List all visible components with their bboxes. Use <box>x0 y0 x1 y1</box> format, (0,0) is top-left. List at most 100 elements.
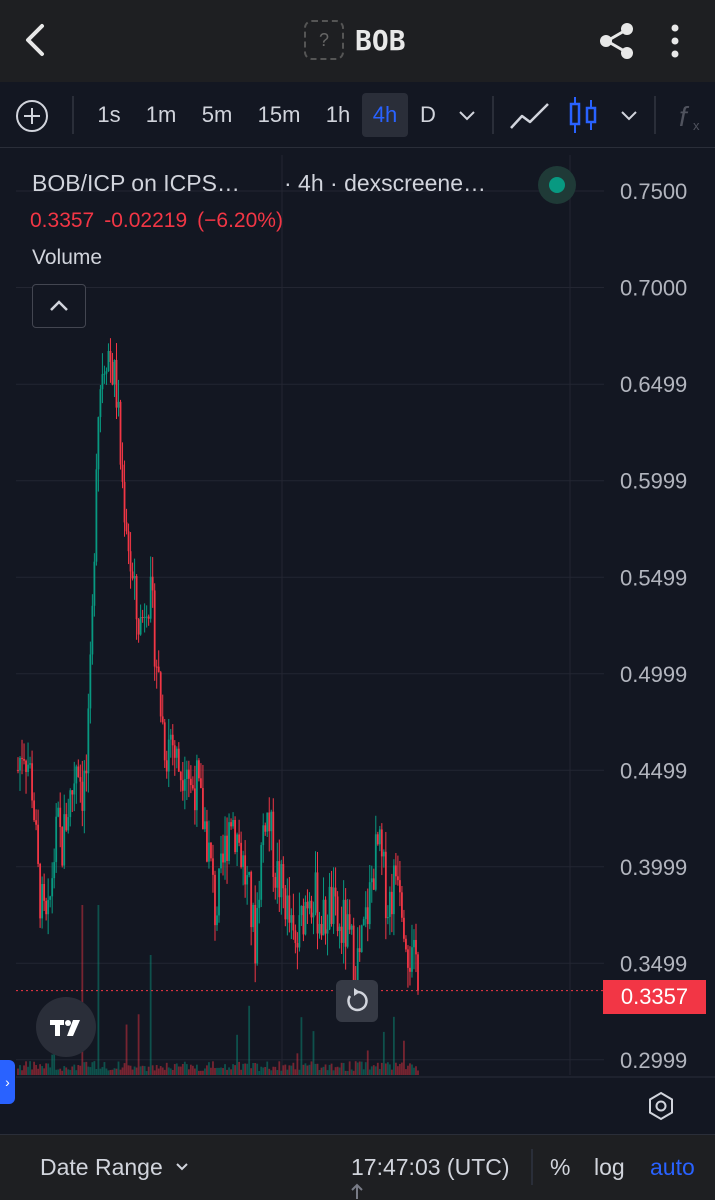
candle-body <box>250 871 253 928</box>
volume-bar <box>220 1067 222 1075</box>
candle-body <box>218 868 220 916</box>
volume-bar <box>266 1061 269 1075</box>
volume-bar <box>59 1068 62 1075</box>
volume-bar <box>113 1068 116 1075</box>
volume-bar <box>115 1068 118 1075</box>
interval-1m[interactable]: 1m <box>145 102 177 127</box>
y-tick-label: 0.5499 <box>620 565 687 590</box>
candle-body <box>346 914 349 947</box>
volume-bar <box>364 1062 367 1075</box>
volume-bar <box>27 1066 29 1075</box>
volume-bar <box>167 1067 170 1075</box>
volume-bar <box>91 1062 94 1075</box>
utc-time[interactable]: 17:47:03 (UTC) <box>351 1154 510 1180</box>
volume-bar <box>284 1064 287 1075</box>
volume-bar <box>208 1062 210 1075</box>
reset-icon <box>347 988 368 1012</box>
volume-bar <box>57 1069 60 1075</box>
volume-bar <box>143 1066 146 1075</box>
chevron-down-icon[interactable] <box>456 106 478 124</box>
candles-icon[interactable] <box>566 94 600 136</box>
percent-scale-toggle[interactable]: % <box>550 1154 571 1180</box>
candle-body <box>109 350 112 362</box>
candle-body <box>33 800 35 821</box>
volume-bar <box>292 1062 295 1075</box>
candle-body <box>23 758 25 761</box>
volume-bar <box>147 1066 150 1075</box>
expand-handle-icon[interactable]: › <box>0 1060 15 1104</box>
candle-body <box>384 851 387 919</box>
date-range-button[interactable]: Date Range <box>40 1154 163 1181</box>
volume-bar <box>392 1016 395 1075</box>
volume-bar <box>125 1024 128 1075</box>
legend-symbol[interactable]: BOB/ICP on ICPS… <box>32 170 240 196</box>
toolbar-separator <box>654 96 656 134</box>
volume-bar <box>234 1065 236 1075</box>
volume-bar <box>362 1069 365 1075</box>
volume-bar <box>298 1069 301 1075</box>
fx-icon[interactable]: f x <box>676 98 710 134</box>
auto-scale-toggle[interactable]: auto <box>650 1154 695 1180</box>
candle-body <box>183 779 186 791</box>
candle-body <box>320 924 323 936</box>
volume-bar <box>153 1070 156 1075</box>
volume-bar <box>95 1068 98 1075</box>
volume-bar <box>169 1068 172 1075</box>
market-status-dot[interactable] <box>538 166 576 204</box>
price-axis[interactable] <box>604 155 715 1080</box>
candle-body <box>91 605 94 655</box>
legend-change: -0.02219 <box>104 209 188 232</box>
candle-body <box>67 817 70 831</box>
settings-icon[interactable] <box>645 1090 677 1122</box>
interval-1d[interactable]: D <box>420 102 436 127</box>
interval-1s[interactable]: 1s <box>97 102 121 127</box>
volume-bar <box>51 1054 54 1075</box>
volume-bar <box>87 1066 90 1075</box>
candle-body <box>278 861 281 898</box>
interval-1h[interactable]: 1h <box>325 102 351 127</box>
chevron-down-icon[interactable] <box>618 106 640 124</box>
volume-bar <box>21 1070 23 1075</box>
candle-body <box>53 862 56 879</box>
candle-body <box>370 878 373 883</box>
reset-chart-button[interactable] <box>336 980 378 1022</box>
volume-bar <box>123 1063 126 1075</box>
candle-body <box>29 763 31 765</box>
candle-body <box>364 907 367 920</box>
volume-bar <box>139 1066 142 1075</box>
add-indicator-icon[interactable] <box>14 98 50 134</box>
candle-body <box>89 654 92 709</box>
interval-15m[interactable]: 15m <box>257 102 301 127</box>
candle-body <box>302 905 305 935</box>
candlestick-chart[interactable]: 0.7500 0.7000 0.6499 0.5999 0.5499 0.4999 0.44… <box>16 155 715 1118</box>
volume-bar <box>145 1070 148 1075</box>
volume-bar <box>133 1066 136 1075</box>
back-arrow-icon[interactable] <box>18 22 54 58</box>
volume-bar <box>230 1069 232 1075</box>
candle-body <box>49 896 52 900</box>
volume-bar <box>342 1062 345 1075</box>
last-price-label: 0.3357 <box>603 980 706 1014</box>
interval-4h[interactable]: 4h <box>362 93 408 137</box>
candle-body <box>238 834 241 843</box>
chart-area[interactable]: 0.7500 0.7000 0.6499 0.5999 0.5499 0.4999 0.44… <box>16 155 715 1118</box>
candle-body <box>71 790 74 795</box>
log-scale-toggle[interactable]: log <box>594 1154 625 1180</box>
tradingview-logo-icon[interactable] <box>36 997 96 1057</box>
interval-5m[interactable]: 5m <box>201 102 233 127</box>
collapse-legend-button[interactable] <box>32 284 86 328</box>
line-chart-icon[interactable] <box>508 98 552 134</box>
volume-bar <box>101 1067 104 1075</box>
chevron-down-icon[interactable] <box>174 1161 190 1173</box>
candle-body <box>157 666 160 673</box>
candle-body <box>151 576 154 591</box>
volume-bar <box>73 1064 76 1075</box>
volume-bar <box>320 1067 323 1075</box>
volume-bar <box>358 1061 361 1075</box>
candle-body <box>230 822 232 827</box>
more-vertical-icon[interactable] <box>660 22 690 60</box>
candle-body <box>85 770 88 774</box>
candle-body <box>155 666 158 668</box>
share-icon[interactable] <box>598 22 636 60</box>
candle-body <box>51 878 54 897</box>
